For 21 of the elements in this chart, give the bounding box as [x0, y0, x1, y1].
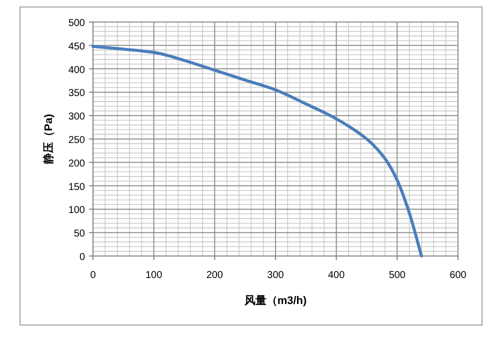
y-tick-label: 450: [68, 41, 86, 52]
line-series: [92, 44, 423, 258]
y-tick-label: 500: [68, 18, 86, 29]
y-tick-label: 100: [68, 205, 86, 216]
x-tick-label: 100: [145, 270, 163, 281]
y-tick-label: 300: [68, 112, 86, 123]
x-tick-label: 0: [90, 270, 96, 281]
y-tick-label: 150: [68, 182, 86, 193]
x-tick-label: 300: [267, 270, 284, 281]
y-tick-label: 250: [68, 135, 86, 146]
x-tick-label: 500: [388, 270, 406, 281]
x-tick-label: 400: [328, 270, 346, 281]
y-tick-label: 400: [68, 64, 86, 76]
y-tick-label: 350: [68, 88, 86, 100]
x-tick-label: 200: [206, 270, 224, 281]
x-tick-label: 600: [450, 270, 467, 281]
y-tick-label: 0: [79, 252, 86, 263]
y-tick-label: 50: [74, 228, 86, 240]
y-tick-label: 200: [68, 158, 86, 170]
y-axis-title: 静压（Pa): [42, 114, 55, 166]
x-axis-title: 风量（m3/h): [243, 295, 307, 307]
